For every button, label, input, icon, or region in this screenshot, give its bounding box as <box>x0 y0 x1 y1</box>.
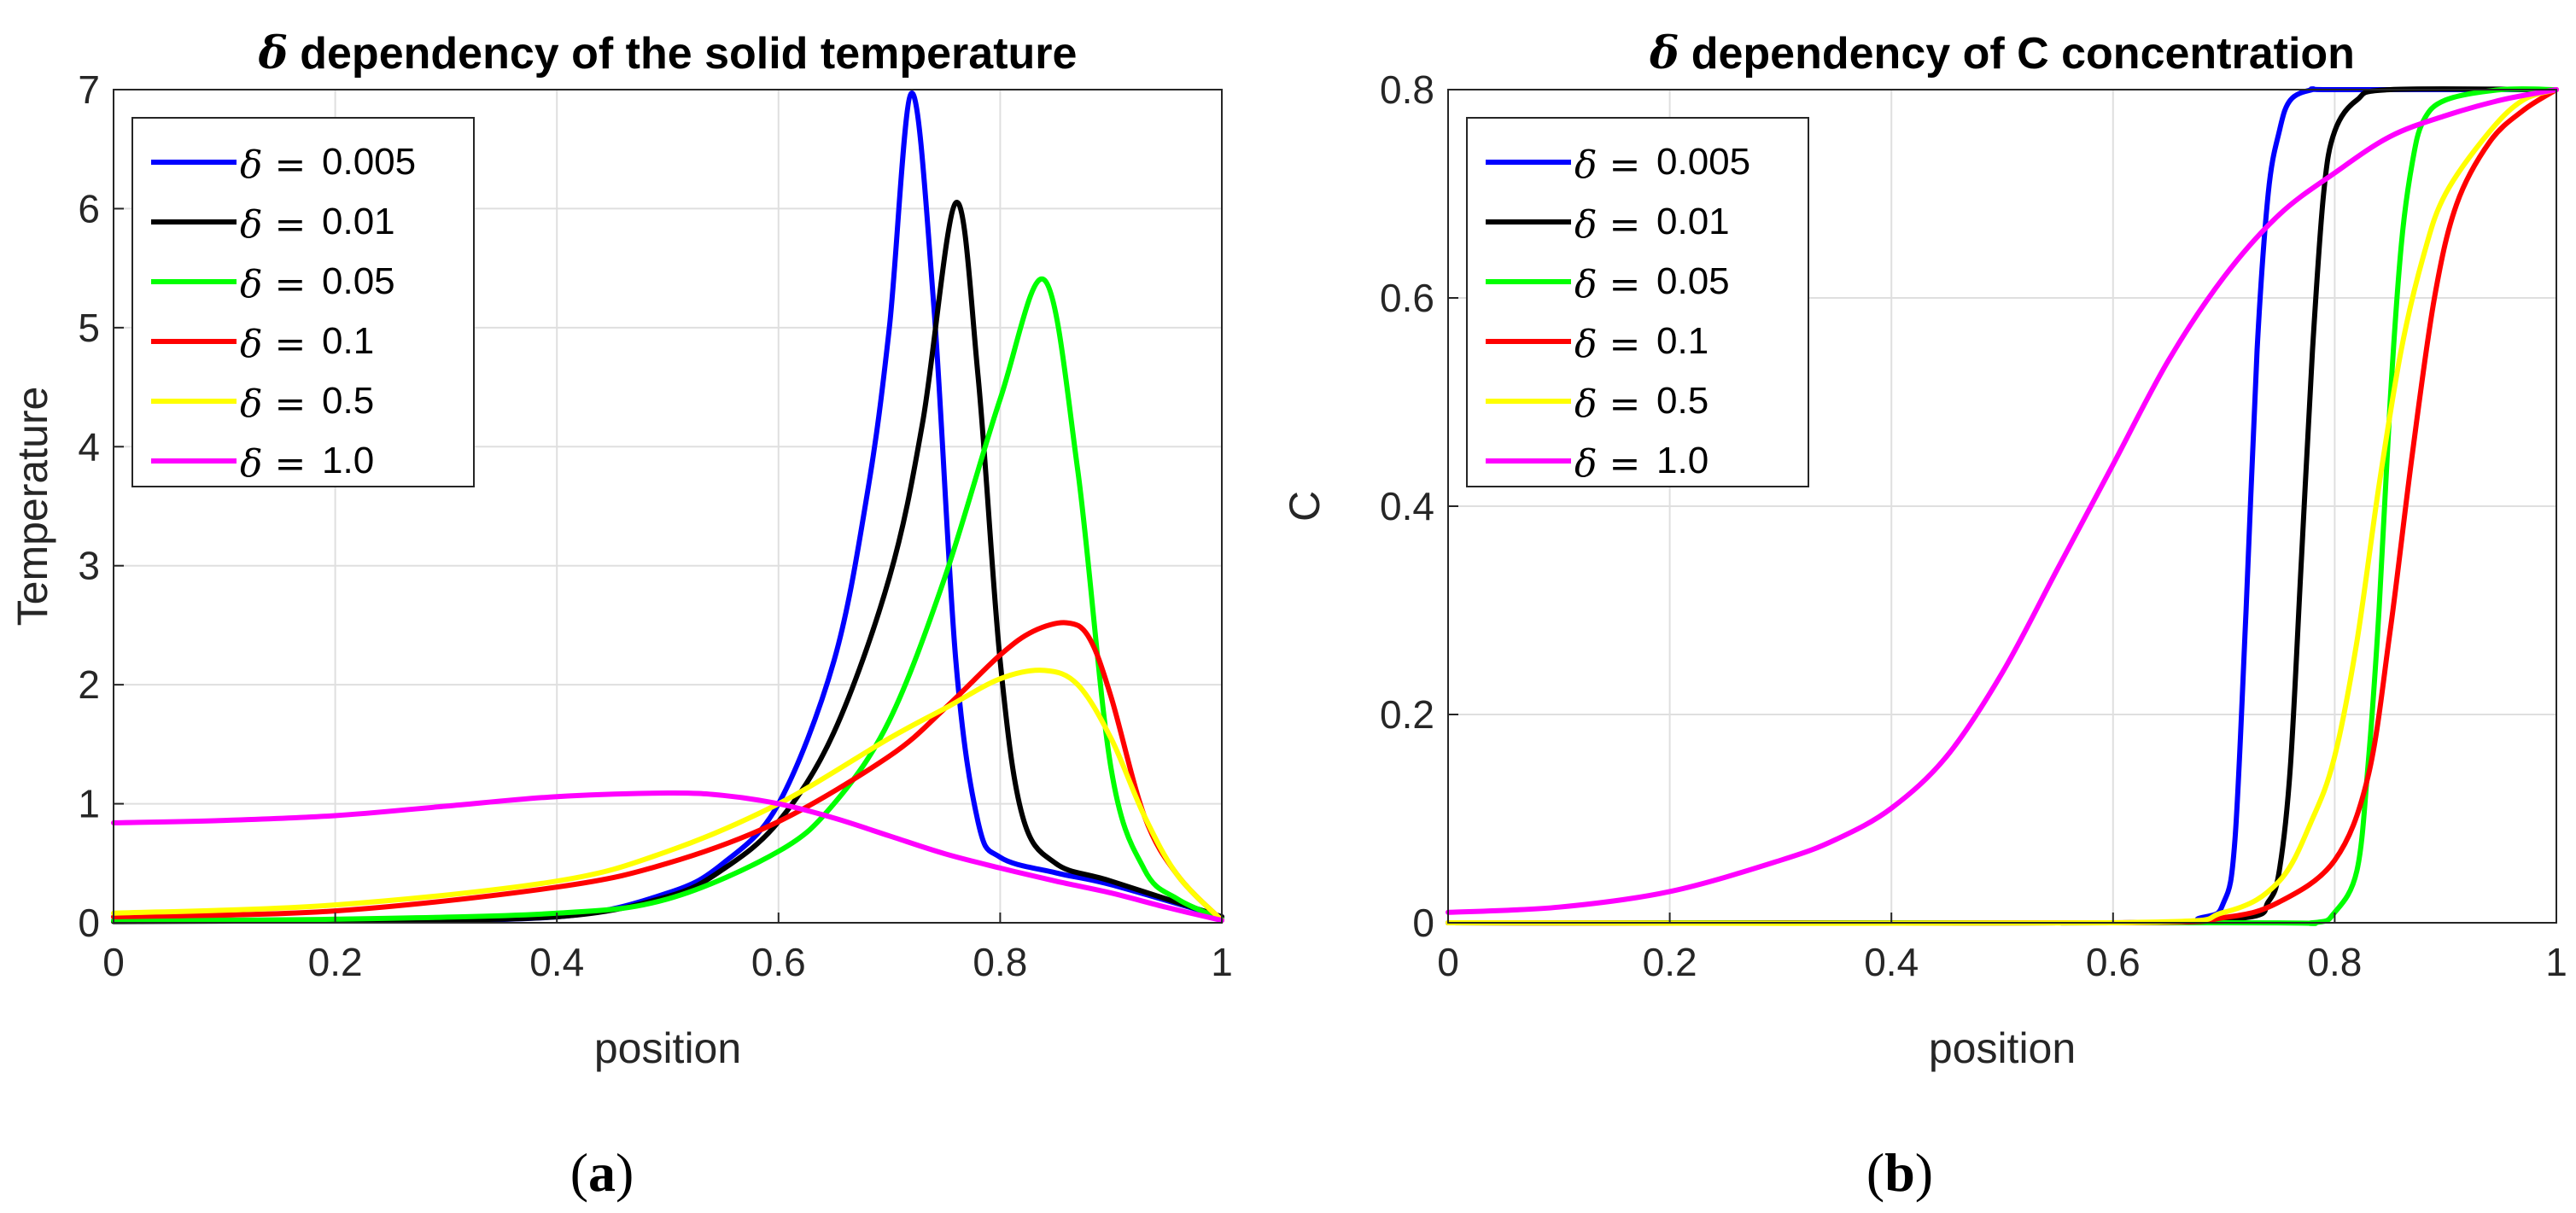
chart-a-legend-box <box>131 117 475 487</box>
chart-a-ytick-label: 3 <box>78 544 100 588</box>
chart-a-legend-symbol-3: δ = <box>240 323 306 366</box>
chart-a-ytick-label: 2 <box>78 662 100 707</box>
chart-a-legend-symbol-4: δ = <box>240 382 306 426</box>
chart-a-legend-symbol-2: δ = <box>240 263 306 306</box>
chart-a-caption: (a) <box>570 1142 634 1203</box>
chart-a-legend-label-1: 0.01 <box>322 201 395 242</box>
chart-b-title-text: dependency of C concentration <box>1691 29 2355 79</box>
chart-a-caption-close: ) <box>616 1142 634 1203</box>
chart-b-legend-box <box>1466 117 1809 487</box>
chart-b-title: δ dependency of C concentration <box>1649 27 2355 79</box>
chart-b-xtick-label: 0 <box>1437 940 1459 984</box>
chart-b-xtick-label: 0.2 <box>1643 940 1697 984</box>
chart-b-ytick-label: 0.8 <box>1380 67 1434 112</box>
chart-a-title: δ dependency of the solid temperature <box>258 27 1078 79</box>
chart-b-ticks: 0 0.2 0.4 0.6 0.8 1 0 0.2 0.4 0.6 0.8 <box>1380 67 2567 984</box>
chart-a-xtick-label: 0.6 <box>751 940 806 984</box>
chart-a-series-line-2 <box>111 276 1224 924</box>
chart-b-legend-label-3: 0.1 <box>1656 320 1709 362</box>
chart-b: 0 0.2 0.4 0.6 0.8 1 0 0.2 0.4 0.6 0.8 δ dependency … <box>1281 27 2567 1203</box>
chart-b-legend-label-5: 1.0 <box>1656 440 1709 481</box>
chart-a-xtick-label: 0.2 <box>308 940 363 984</box>
chart-b-legend-label-2: 0.05 <box>1656 260 1730 302</box>
chart-a-xtick-label: 0.4 <box>529 940 584 984</box>
chart-a-legend-label-2: 0.05 <box>322 260 395 302</box>
chart-a-title-symbol: δ <box>258 27 289 79</box>
chart-b-xtick-label: 0.4 <box>1864 940 1919 984</box>
chart-b-ylabel: C <box>1281 491 1329 522</box>
chart-b-ytick-label: 0 <box>1412 901 1434 945</box>
chart-a-axes-box <box>113 89 1223 924</box>
chart-b-caption: (b) <box>1866 1142 1933 1203</box>
chart-a-ytick-label: 7 <box>78 67 100 112</box>
chart-a-xtick-label: 1 <box>1211 940 1233 984</box>
chart-b-xtick-label: 0.8 <box>2307 940 2362 984</box>
chart-a-ytick-label: 0 <box>78 901 100 945</box>
chart-b-ytick-label: 0.6 <box>1380 276 1434 320</box>
chart-b-legend-label-1: 0.01 <box>1656 201 1730 242</box>
chart-a-ytick-label: 5 <box>78 306 100 350</box>
chart-b-legend-symbol-5: δ = <box>1574 442 1640 486</box>
chart-a-title-text: dependency of the solid temperature <box>300 29 1077 79</box>
chart-b-xtick-label: 0.6 <box>2086 940 2141 984</box>
chart-b-ytick-label: 0.4 <box>1380 484 1434 528</box>
chart-b-legend-symbol-1: δ = <box>1574 203 1640 247</box>
chart-a-legend-symbol-0: δ = <box>240 143 306 187</box>
chart-a-legend: δ = 0.005 δ = 0.01 δ = 0.05 δ = 0.1 δ = 0.5 δ = 1.0 <box>131 117 475 487</box>
chart-a-series-line-5 <box>111 790 1224 924</box>
chart-a-legend-label-0: 0.005 <box>322 141 416 183</box>
chart-b-title-symbol: δ <box>1649 27 1679 79</box>
chart-b-ytick-label: 0.2 <box>1380 692 1434 737</box>
chart-b-legend: δ = 0.005 δ = 0.01 δ = 0.05 δ = 0.1 δ = 0.5 δ = 1.0 <box>1466 117 1809 487</box>
chart-a-xtick-label: 0.8 <box>973 940 1027 984</box>
chart-b-caption-close: ) <box>1915 1142 1933 1203</box>
chart-a-ticks: 0 0.2 0.4 0.6 0.8 1 0 1 2 3 4 5 6 7 <box>78 67 1232 984</box>
chart-a-caption-open: ( <box>570 1142 588 1203</box>
chart-a-ytick-label: 4 <box>78 424 100 469</box>
chart-a: 0 0.2 0.4 0.6 0.8 1 0 1 2 3 4 5 6 7 δ dependency of th… <box>9 27 1233 1203</box>
chart-a-ytick-label: 1 <box>78 782 100 826</box>
chart-b-legend-symbol-2: δ = <box>1574 263 1640 306</box>
chart-a-legend-symbol-5: δ = <box>240 442 306 486</box>
chart-a-xlabel: position <box>594 1024 741 1072</box>
chart-a-legend-label-5: 1.0 <box>322 440 374 481</box>
chart-b-caption-open: ( <box>1866 1142 1884 1203</box>
chart-a-xtick-label: 0 <box>102 940 125 984</box>
chart-b-xtick-label: 1 <box>2545 940 2567 984</box>
chart-b-legend-symbol-3: δ = <box>1574 323 1640 366</box>
chart-b-legend-symbol-4: δ = <box>1574 382 1640 426</box>
chart-b-legend-label-4: 0.5 <box>1656 380 1709 422</box>
chart-a-legend-symbol-1: δ = <box>240 203 306 247</box>
chart-a-ylabel: Temperature <box>9 387 56 627</box>
chart-b-series-line-5 <box>1446 87 2559 915</box>
chart-b-xlabel: position <box>1929 1024 2076 1072</box>
chart-b-legend-symbol-0: δ = <box>1574 143 1640 187</box>
chart-b-legend-label-0: 0.005 <box>1656 141 1750 183</box>
chart-a-series-line-4 <box>111 668 1224 924</box>
chart-a-caption-letter: a <box>588 1142 616 1203</box>
chart-a-legend-label-3: 0.1 <box>322 320 374 362</box>
chart-a-ytick-label: 6 <box>78 186 100 230</box>
chart-b-caption-letter: b <box>1884 1142 1915 1203</box>
chart-a-legend-label-4: 0.5 <box>322 380 374 422</box>
